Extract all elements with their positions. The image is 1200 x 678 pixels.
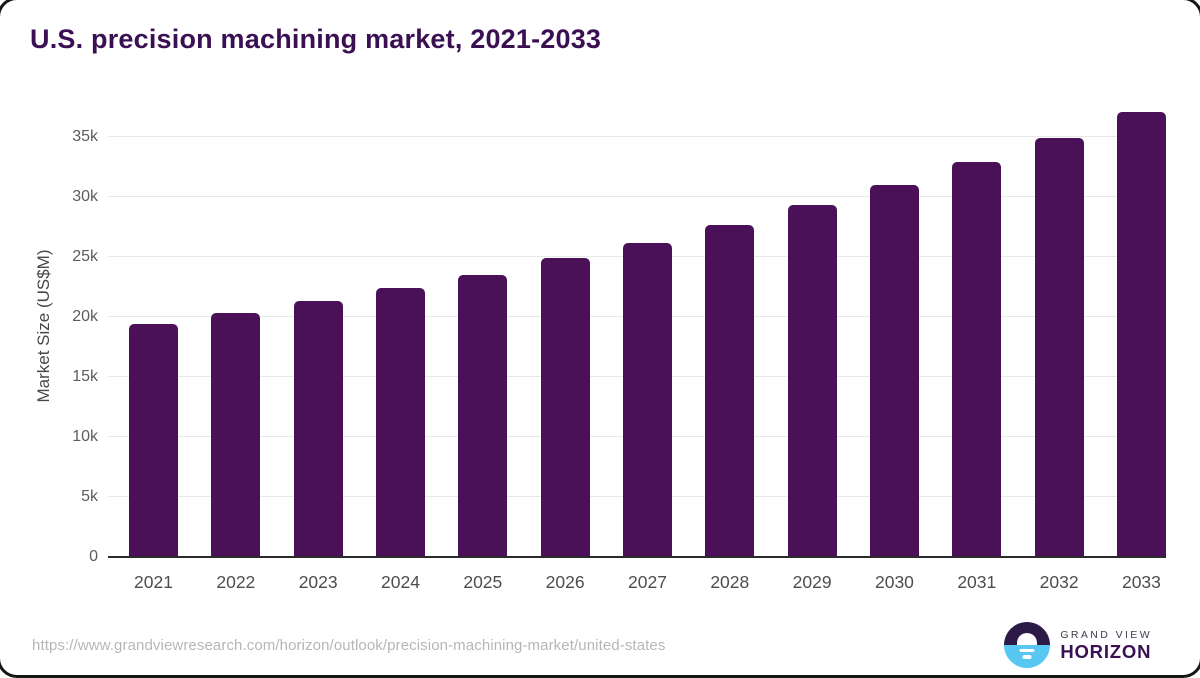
- bar-2026: [540, 258, 590, 557]
- x-tick-label: 2023: [298, 572, 338, 592]
- x-axis-line: [108, 556, 1166, 558]
- x-tick-label: 2022: [216, 572, 256, 592]
- y-tick-label: 5k: [81, 488, 98, 505]
- gridline: [108, 196, 1166, 197]
- bar-2032: [1034, 137, 1084, 557]
- bar-2031: [952, 161, 1002, 557]
- y-tick-label: 15k: [72, 368, 98, 385]
- bar-2033: [1116, 111, 1166, 557]
- bar-2021: [129, 324, 178, 557]
- x-tick-label: 2026: [545, 572, 585, 592]
- bar-2024: [375, 288, 425, 557]
- x-tick-label: 2032: [1039, 572, 1079, 592]
- footer: https://www.grandviewresearch.com/horizo…: [32, 620, 1152, 670]
- y-tick-label: 20k: [72, 308, 98, 325]
- x-tick-label: 2028: [710, 572, 750, 592]
- bar-2022: [211, 313, 261, 557]
- bar-2028: [705, 224, 755, 557]
- x-tick-label: 2027: [628, 572, 667, 592]
- chart-title: U.S. precision machining market, 2021-20…: [30, 24, 602, 54]
- x-tick-label: 2030: [874, 572, 914, 592]
- horizon-sun-icon: [1004, 622, 1051, 668]
- x-tick-label: 2029: [792, 572, 832, 592]
- x-axis-tick-labels: 2021 2022 2023 2024 2025 2026 2027 2028 2029 2030…: [108, 572, 1166, 593]
- logo-text: GRAND VIEW HORIZON: [1060, 628, 1152, 662]
- gridline: [108, 136, 1166, 137]
- bar-series: [108, 95, 1166, 557]
- bar-2027: [622, 242, 672, 557]
- x-tick-label: 2021: [134, 572, 173, 592]
- bar-2029: [787, 204, 837, 557]
- x-tick-label: 2033: [1121, 572, 1161, 592]
- logo-brand-name: GRAND VIEW: [1060, 629, 1152, 641]
- y-tick-label: 10k: [72, 428, 98, 445]
- x-tick-label: 2025: [463, 572, 503, 592]
- bar-2023: [293, 301, 343, 557]
- logo-product-name: HORIZON: [1060, 641, 1152, 662]
- y-tick-label: 25k: [72, 248, 98, 265]
- bar-2030: [869, 185, 919, 557]
- x-tick-label: 2024: [381, 572, 420, 592]
- y-tick-label: 35k: [72, 128, 98, 145]
- grand-view-horizon-logo: GRAND VIEW HORIZON: [1004, 622, 1152, 668]
- plot-area: 0 5k 10k 15k 20k 25k 30k 35k: [72, 95, 1166, 565]
- source-url: https://www.grandviewresearch.com/horizo…: [32, 636, 666, 654]
- x-tick-label: 2031: [957, 572, 997, 592]
- y-tick-label: 0: [89, 548, 98, 565]
- y-tick-label: 30k: [72, 188, 98, 205]
- bar-2025: [458, 275, 508, 557]
